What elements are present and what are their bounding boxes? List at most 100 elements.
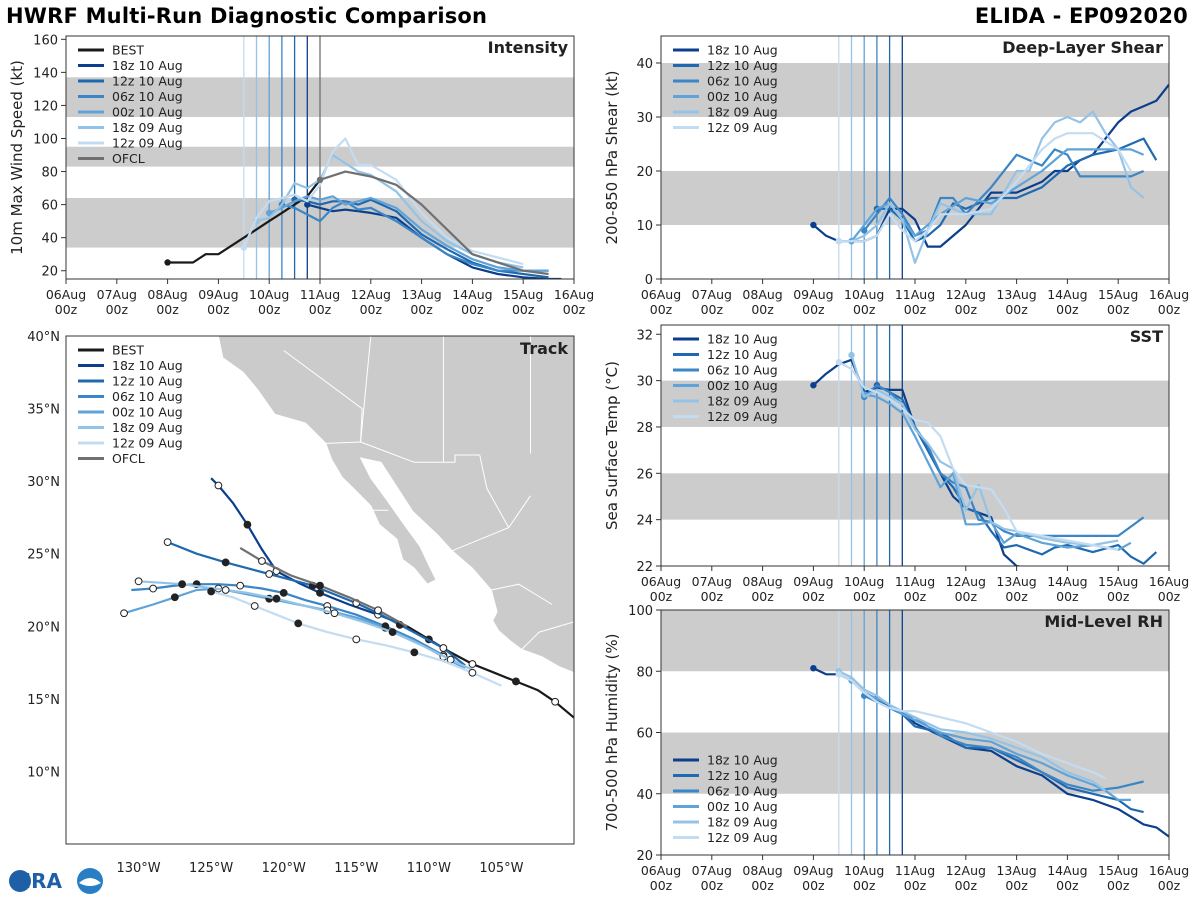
shear-xtick-label-date: 08Aug xyxy=(742,287,782,302)
track-position-marker-ofcl xyxy=(316,581,324,590)
legend-label-best: BEST xyxy=(112,43,144,58)
intensity-start-marker-00z-10-aug xyxy=(266,209,273,217)
sst-ytick-label: 24 xyxy=(636,514,653,529)
shear-series-12z-10-aug xyxy=(876,137,1158,243)
shear-xtick-label-date: 11Aug xyxy=(895,287,935,302)
track-xtick-label: 120°W xyxy=(262,861,306,876)
intensity-xtick-label-hour: 00z xyxy=(207,302,230,317)
track-position-marker-ofcl xyxy=(374,606,382,615)
rh-xtick-label-date: 14Aug xyxy=(1047,863,1087,878)
shear-ytick-label: 20 xyxy=(636,165,653,180)
track-position-marker-12z-10-aug xyxy=(163,538,172,547)
legend-label-18z-09-aug: 18z 09 Aug xyxy=(112,120,183,135)
cira-globe-icon xyxy=(9,870,31,892)
shear-series-00z-10-aug xyxy=(850,148,1145,242)
legend-label-ofcl: OFCL xyxy=(112,151,145,166)
figure-title: HWRF Multi-Run Diagnostic Comparison xyxy=(6,4,488,28)
shear-xtick-label-hour: 00z xyxy=(853,302,876,317)
sst-ytick-label: 26 xyxy=(636,467,653,482)
legend-label-12z-10-aug: 12z 10 Aug xyxy=(112,374,183,389)
track-position-marker-12z-09-aug xyxy=(410,648,419,657)
intensity-ytick-label: 160 xyxy=(33,33,58,48)
intensity-series-best xyxy=(167,179,321,264)
shear-xtick-label-date: 13Aug xyxy=(996,287,1036,302)
intensity-series-18z-09-aug xyxy=(256,153,524,269)
legend-label-00z-10-aug: 00z 10 Aug xyxy=(707,799,778,814)
legend-label-18z-09-aug: 18z 09 Aug xyxy=(112,420,183,435)
track-xtick-label: 105°W xyxy=(479,861,523,876)
track-position-marker-12z-09-aug xyxy=(294,619,303,628)
state-border xyxy=(491,583,553,605)
legend-label-12z-10-aug: 12z 10 Aug xyxy=(112,74,183,89)
track-xtick-label: 125°W xyxy=(189,861,233,876)
shear-series-06z-10-aug xyxy=(863,148,1145,237)
storm-id-title: ELIDA - EP092020 xyxy=(974,4,1188,28)
legend-label-18z-10-aug: 18z 10 Aug xyxy=(707,753,778,768)
shear-series-18z-09-aug xyxy=(838,110,1145,264)
intensity-xtick-label-date: 10Aug xyxy=(249,287,289,302)
intensity-ytick-label: 120 xyxy=(33,99,58,114)
shear-xtick-label-hour: 00z xyxy=(955,302,978,317)
shear-ytick-label: 40 xyxy=(636,57,653,72)
rh-xtick-label-hour: 00z xyxy=(650,878,673,893)
intensity-ytick-label: 20 xyxy=(41,265,58,280)
sst-xtick-label-date: 13Aug xyxy=(996,574,1036,589)
rh-series-12z-09-aug xyxy=(838,673,1106,780)
legend-label-12z-10-aug: 12z 10 Aug xyxy=(707,58,778,73)
state-border xyxy=(325,441,480,463)
shear-xtick-label-date: 12Aug xyxy=(946,287,986,302)
sst-xtick-label-hour: 00z xyxy=(955,589,978,604)
shear-shaded-band xyxy=(661,171,1169,225)
intensity-xtick-label-date: 06Aug xyxy=(46,287,86,302)
track-position-marker-06z-10-aug xyxy=(279,589,288,597)
track-position-marker-18z-10-aug xyxy=(243,520,252,529)
rh-xtick-label-date: 16Aug xyxy=(1149,863,1189,878)
sst-xtick-label-date: 12Aug xyxy=(946,574,986,589)
intensity-start-marker-ofcl xyxy=(316,176,324,184)
track-position-marker-12z-09-aug xyxy=(207,587,216,596)
legend-label-12z-10-aug: 12z 10 Aug xyxy=(707,768,778,783)
track-position-marker-18z-10-aug xyxy=(214,481,223,490)
legend-label-00z-10-aug: 00z 10 Aug xyxy=(707,89,778,104)
legend-label-12z-09-aug: 12z 09 Aug xyxy=(707,120,778,135)
sst-series-12z-09-aug xyxy=(838,361,1119,551)
rh-xtick-label-hour: 00z xyxy=(751,878,774,893)
shear-panel-title: Deep-Layer Shear xyxy=(1002,38,1163,57)
sst-panel: 22242628303206Aug00z07Aug00z08Aug00z09Au… xyxy=(603,324,1189,604)
track-ytick-label: 25°N xyxy=(27,548,60,563)
rh-xtick-label-hour: 00z xyxy=(1005,878,1028,893)
track-position-marker-00z-10-aug xyxy=(170,593,179,602)
rh-shaded-band xyxy=(661,732,1169,794)
track-position-marker-00z-10-aug xyxy=(120,609,128,618)
legend-label-18z-10-aug: 18z 10 Aug xyxy=(112,58,183,73)
rh-ytick-label: 80 xyxy=(636,665,653,680)
rh-ytick-label: 60 xyxy=(636,727,653,742)
rh-xtick-label-date: 06Aug xyxy=(641,863,681,878)
shear-start-marker-18z-10-aug xyxy=(810,221,817,229)
legend-label-00z-10-aug: 00z 10 Aug xyxy=(112,405,183,420)
track-panel: 130°W 125°W 120°W 115°W 110°W 105°W 10°N 15°N 20… xyxy=(27,330,575,876)
track-position-marker-18z-09-aug xyxy=(388,628,397,636)
legend-label-06z-10-aug: 06z 10 Aug xyxy=(707,784,778,799)
intensity-series-12z-09-aug xyxy=(242,137,524,266)
legend-label-18z-09-aug: 18z 09 Aug xyxy=(707,105,778,120)
rh-xtick-label-date: 11Aug xyxy=(895,863,935,878)
intensity-xtick-label-date: 09Aug xyxy=(198,287,238,302)
track-xtick-label: 115°W xyxy=(334,861,378,876)
intensity-series-ofcl xyxy=(319,170,549,276)
track-position-marker-12z-09-aug xyxy=(352,635,361,644)
shear-xtick-label-date: 14Aug xyxy=(1047,287,1087,302)
legend-label-06z-10-aug: 06z 10 Aug xyxy=(707,363,778,378)
shear-ytick-label: 30 xyxy=(636,111,653,126)
shear-xtick-label-hour: 00z xyxy=(1158,302,1181,317)
track-xtick-label: 130°W xyxy=(116,861,160,876)
sst-ytick-label: 28 xyxy=(636,421,653,436)
track-position-marker-18z-09-aug xyxy=(134,577,143,586)
shear-xtick-label-date: 15Aug xyxy=(1098,287,1138,302)
sst-xtick-label-hour: 00z xyxy=(751,589,774,604)
track-position-marker-18z-09-aug xyxy=(178,580,187,589)
sst-shaded-band xyxy=(661,473,1169,520)
shear-xtick-label-date: 16Aug xyxy=(1149,287,1189,302)
rh-panel-title: Mid-Level RH xyxy=(1044,612,1163,631)
